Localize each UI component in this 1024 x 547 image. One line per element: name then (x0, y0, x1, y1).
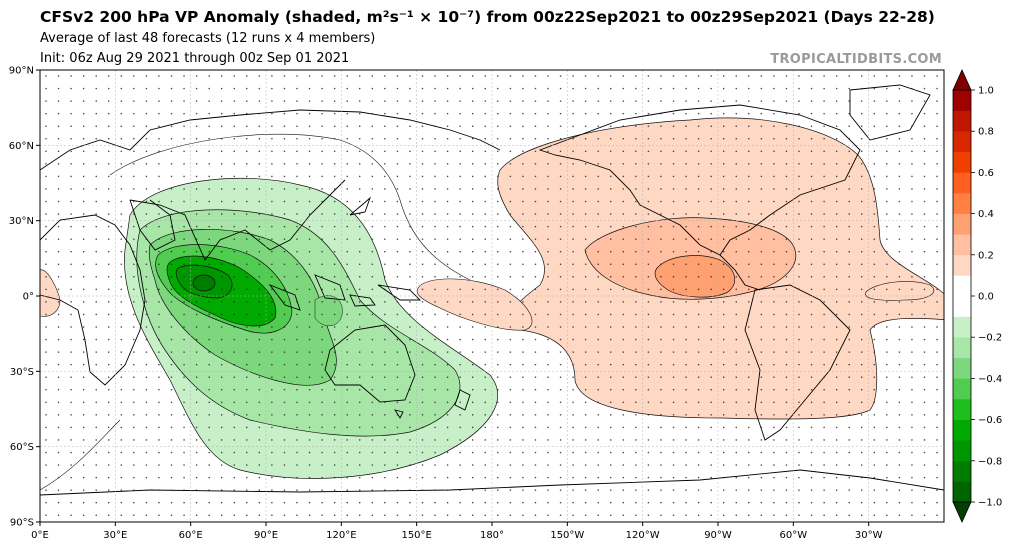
colorbar: 1.0 0.8 0.6 0.4 0.2 0.0 −0.2 −0.4 −0.6 −0.8 −1.0 (952, 69, 1002, 523)
colorbar-segment (953, 254, 971, 276)
colorbar-segment (953, 419, 971, 441)
lon-tick-label: 30°E (103, 530, 127, 541)
lon-tick-label: 150°W (550, 530, 584, 541)
colorbar-label: 0.8 (978, 127, 994, 138)
colorbar-segment (953, 234, 971, 256)
lat-tick-label: 60°S (10, 442, 34, 453)
lon-tick-label: 120°W (626, 530, 660, 541)
colorbar-segment (953, 296, 971, 317)
chart-subtitle-init: Init: 06z Aug 29 2021 through 00z Sep 01… (40, 51, 350, 66)
colorbar-segment (953, 172, 971, 194)
latitude-tick-labels: 90°N 60°N 30°N 0° 30°S 60°S 90°S (9, 66, 40, 529)
colorbar-extend-low (952, 501, 972, 523)
lon-tick-label: 90°E (254, 530, 278, 541)
colorbar-segment (953, 275, 971, 297)
lat-tick-label: 60°N (9, 141, 34, 152)
colorbar-segment (953, 440, 971, 462)
colorbar-segment (953, 399, 971, 420)
colorbar-extend-high (952, 69, 972, 91)
colorbar-label: −0.4 (978, 374, 1002, 385)
lon-tick-label: 180° (480, 530, 504, 541)
colorbar-label: −0.6 (978, 415, 1002, 426)
lat-tick-label: 90°S (10, 518, 34, 529)
colorbar-segment (953, 90, 971, 111)
lat-tick-label: 0° (23, 292, 34, 303)
lon-tick-label: 150°E (401, 530, 431, 541)
longitude-tick-labels: 0°E 30°E 60°E 90°E 120°E 150°E 180° 150°W 120°W 9… (31, 522, 883, 541)
anomaly-shading (40, 70, 944, 522)
colorbar-label: −0.2 (978, 333, 1002, 344)
colorbar-segment (953, 151, 971, 173)
lon-tick-label: 60°W (780, 530, 808, 541)
colorbar-segment (953, 357, 971, 379)
chart-title: CFSv2 200 hPa VP Anomaly (shaded, m²s⁻¹ … (40, 8, 935, 26)
colorbar-label: 0.2 (978, 250, 994, 261)
colorbar-segment (953, 337, 971, 359)
colorbar-segment (953, 110, 971, 132)
lat-tick-label: 30°N (9, 216, 34, 227)
lon-tick-label: 30°W (855, 530, 883, 541)
lon-tick-label: 90°W (704, 530, 732, 541)
lon-tick-label: 0°E (31, 530, 49, 541)
colorbar-segment (953, 131, 971, 153)
lon-tick-label: 60°E (179, 530, 203, 541)
brand-watermark: TROPICALTIDBITS.COM (770, 52, 942, 67)
colorbar-label: 1.0 (978, 86, 994, 97)
colorbar-segment (953, 481, 971, 503)
chart-subtitle-runs: Average of last 48 forecasts (12 runs x … (40, 31, 376, 46)
colorbar-label: 0.4 (978, 209, 994, 220)
colorbar-segment (953, 193, 971, 214)
colorbar-label: −0.8 (978, 456, 1002, 467)
lat-tick-label: 90°N (9, 66, 34, 77)
colorbar-label: 0.0 (978, 292, 994, 303)
colorbar-label: −1.0 (978, 498, 1002, 509)
lon-tick-label: 120°E (326, 530, 356, 541)
divergent-wind-vectors (40, 70, 944, 522)
colorbar-segment (953, 213, 971, 235)
colorbar-segment (953, 316, 971, 338)
colorbar-segment (953, 460, 971, 482)
colorbar-segment (953, 378, 971, 400)
lat-tick-label: 30°S (10, 367, 34, 378)
colorbar-label: 0.6 (978, 168, 994, 179)
